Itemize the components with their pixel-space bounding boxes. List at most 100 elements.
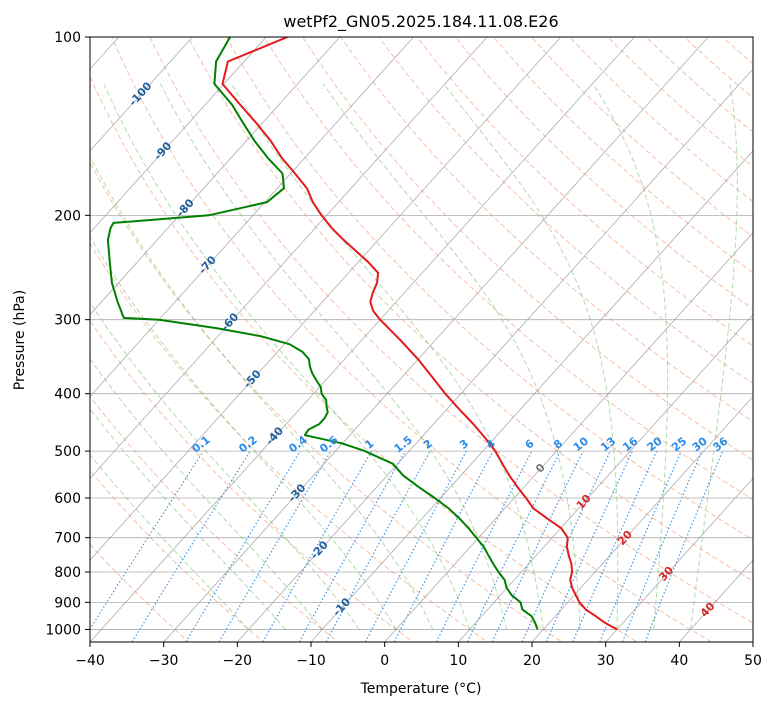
moist-adiabat [443, 83, 619, 630]
moist-adiabat [322, 83, 581, 630]
mixing-ratio-label: 0.6 [317, 433, 341, 455]
dry-adiabat [340, 37, 753, 423]
dry-adiabat [90, 543, 190, 642]
mixing-ratio-line [298, 450, 406, 642]
mixing-ratio-line [521, 450, 611, 642]
isotherm [310, 150, 753, 642]
x-tick-label: −10 [296, 653, 326, 669]
moist-adiabat [90, 453, 249, 630]
isotherm [384, 232, 753, 642]
moist-adiabat [90, 235, 397, 630]
y-tick-label: 1000 [45, 622, 81, 638]
dry-adiabat [746, 24, 775, 654]
dry-adiabat [645, 37, 753, 133]
x-axis-title: Temperature (°C) [360, 681, 482, 697]
dry-adiabat [721, 37, 753, 65]
mixing-ratio-label: 2 [421, 437, 435, 452]
y-axis-title: Pressure (hPa) [12, 290, 28, 390]
y-tick-label: 300 [54, 313, 81, 329]
dry-adiabat [225, 37, 753, 541]
chart-title: wetPf2_GN05.2025.184.11.08.E26 [283, 12, 558, 32]
dry-adiabat [492, 37, 753, 274]
x-tick-label: 30 [597, 653, 615, 669]
dry-adiabat [90, 320, 414, 642]
mixing-ratio-line [393, 450, 494, 642]
y-tick-label: 800 [54, 565, 81, 581]
moist-adiabat [592, 83, 669, 630]
mixing-ratio-line [131, 450, 251, 642]
isotherm [90, 37, 341, 316]
x-tick-label: 40 [670, 653, 688, 669]
dry-adiabat [90, 242, 489, 642]
isotherm [90, 37, 193, 152]
mixing-ratio-label: 1.5 [392, 433, 415, 455]
moist-adiabat [90, 408, 286, 630]
plot-frame [89, 36, 754, 643]
dry-adiabat [416, 37, 753, 347]
isotherm [90, 37, 562, 561]
x-tick-label: −40 [75, 653, 105, 669]
isotherm [237, 68, 753, 642]
dry-adiabat [301, 37, 753, 461]
dry-adiabat [378, 37, 753, 384]
dry-adiabat [263, 37, 753, 501]
isotherm [90, 37, 267, 234]
isotherm [531, 395, 753, 642]
moist-adiabat [90, 155, 434, 630]
dry-adiabat [111, 37, 713, 642]
dry-adiabat [90, 161, 564, 642]
lines-layer [106, 37, 618, 631]
moist-adiabat [103, 83, 471, 630]
isotherm [752, 641, 753, 642]
dry-adiabat [683, 37, 753, 99]
mixing-ratio-label: 3 [457, 437, 471, 452]
y-tick-label: 700 [54, 531, 81, 547]
dry-adiabat [187, 37, 753, 582]
x-tick-label: 50 [744, 653, 762, 669]
isotherm [90, 37, 488, 479]
isotherm [90, 37, 414, 398]
moist-adiabat [90, 301, 360, 630]
isotherm [458, 313, 753, 642]
mixing-ratio-line [325, 450, 431, 642]
dry-adiabat [454, 37, 753, 310]
dewpoint-line [106, 37, 539, 630]
y-axis: 100 200 300 400 500 600 700 800 900 1000 [45, 30, 90, 638]
y-tick-label: 400 [54, 387, 81, 403]
x-axis: −40 −30 −20 −10 0 10 20 30 40 50 [75, 642, 762, 669]
mixing-ratio-label: 6 [523, 437, 537, 452]
mixing-ratio-line [466, 450, 561, 642]
isotherm [605, 477, 753, 642]
mixing-ratio-line [599, 450, 682, 642]
y-tick-label: 200 [54, 208, 81, 224]
y-tick-label: 100 [54, 30, 81, 46]
moist-adiabat [690, 83, 738, 630]
moist-adiabat [160, 83, 507, 630]
dry-adiabat [90, 75, 638, 642]
mixing-ratio-line [364, 450, 467, 642]
x-tick-label: −20 [223, 653, 253, 669]
dry-adiabat [569, 37, 753, 203]
mixing-ratio-label: 0.1 [189, 433, 212, 455]
x-tick-label: 20 [523, 653, 541, 669]
isotherm [163, 37, 709, 642]
mixing-ratio-line [90, 450, 204, 631]
mixing-ratio-line [644, 450, 724, 642]
x-tick-label: 10 [449, 653, 467, 669]
mixing-ratio-line [621, 450, 703, 642]
isotherm [90, 37, 635, 642]
mixing-ratio-line [545, 450, 634, 642]
mixing-ratio-label: 4 [484, 437, 498, 452]
moist-adiabat [231, 83, 544, 630]
dry-adiabat [530, 37, 753, 238]
dry-adiabat [607, 37, 753, 168]
dry-adiabat [149, 37, 753, 624]
x-tick-label: 0 [380, 653, 389, 669]
grid-layer [90, 24, 775, 654]
y-tick-label: 600 [54, 491, 81, 507]
temperature-line [221, 37, 618, 631]
mixing-ratio-line [185, 450, 301, 642]
dry-adiabat [90, 395, 339, 642]
y-tick-label: 900 [54, 595, 81, 611]
